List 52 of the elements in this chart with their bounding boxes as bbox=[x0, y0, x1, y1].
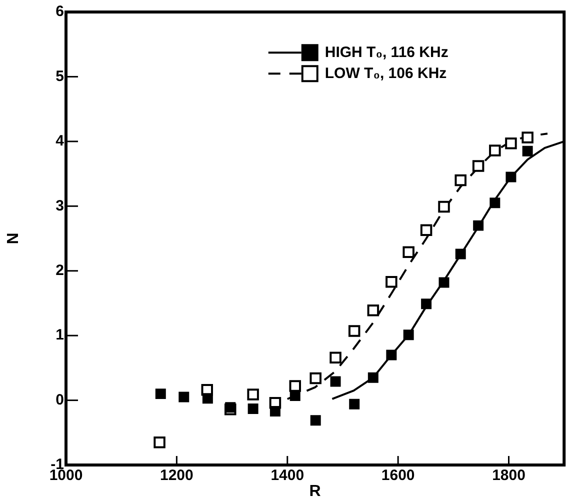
x-tick-label: 1800 bbox=[492, 467, 526, 484]
point bbox=[155, 388, 166, 400]
point bbox=[472, 160, 484, 172]
point bbox=[367, 304, 380, 316]
y-tick-label: 4 bbox=[56, 132, 65, 150]
point bbox=[455, 248, 466, 260]
legend-label: LOW T₀, 106 KHz bbox=[324, 64, 447, 82]
point bbox=[349, 398, 360, 410]
y-tick-label: 1 bbox=[56, 326, 64, 344]
y-tick-label: 6 bbox=[56, 3, 64, 20]
point bbox=[490, 198, 500, 208]
point bbox=[270, 406, 280, 417]
point bbox=[421, 298, 432, 310]
point bbox=[290, 390, 300, 401]
point bbox=[402, 246, 414, 258]
point bbox=[330, 376, 341, 387]
x-tick-label: 1200 bbox=[160, 467, 194, 484]
point bbox=[506, 172, 516, 182]
point bbox=[225, 402, 236, 413]
point bbox=[310, 415, 321, 426]
point bbox=[289, 380, 302, 392]
point bbox=[154, 436, 166, 448]
point bbox=[489, 144, 501, 156]
x-tick-label: 1400 bbox=[270, 467, 304, 484]
y-tick-label: 2 bbox=[56, 262, 64, 279]
point bbox=[330, 352, 342, 364]
point bbox=[310, 372, 322, 384]
point bbox=[247, 388, 259, 400]
y-tick-label: 5 bbox=[56, 68, 64, 85]
point bbox=[348, 325, 360, 337]
line-series bbox=[286, 132, 548, 400]
y-tick-label: 3 bbox=[56, 197, 64, 214]
point bbox=[178, 392, 190, 402]
point bbox=[438, 277, 450, 288]
point bbox=[403, 330, 414, 340]
point bbox=[438, 200, 450, 213]
point bbox=[386, 350, 397, 360]
point bbox=[454, 174, 466, 186]
point bbox=[420, 224, 432, 236]
point bbox=[522, 146, 533, 156]
point bbox=[202, 393, 213, 404]
legend-label: HIGH T₀, 116 KHz bbox=[324, 44, 448, 61]
x-axis-title: R bbox=[309, 482, 322, 500]
point bbox=[248, 403, 258, 414]
y-axis-title: N bbox=[5, 232, 22, 244]
x-tick-label: 1600 bbox=[381, 467, 415, 484]
point bbox=[368, 372, 378, 383]
point bbox=[473, 220, 484, 231]
point bbox=[522, 132, 534, 144]
y-tick-label: 0 bbox=[56, 391, 64, 408]
point bbox=[505, 137, 517, 150]
point bbox=[386, 276, 398, 288]
